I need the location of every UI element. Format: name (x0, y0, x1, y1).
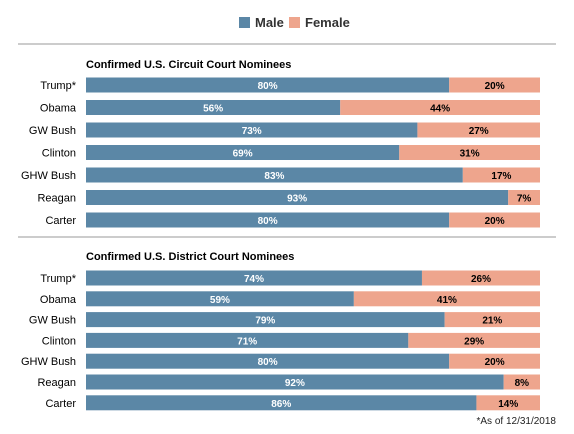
bar-male (86, 100, 341, 115)
legend-label-female: Female (305, 14, 350, 30)
legend: Male Female (0, 12, 574, 32)
bar-female (399, 145, 540, 160)
footnote: *As of 12/31/2018 (476, 416, 556, 427)
data-label-male: 71% (237, 336, 257, 347)
data-label-male: 73% (242, 126, 262, 137)
bar-female (503, 374, 540, 390)
bar-female (449, 353, 540, 369)
bar-male (86, 145, 400, 160)
category-label: GW Bush (29, 125, 76, 137)
data-label-male: 80% (258, 81, 278, 92)
bar-female (449, 212, 540, 228)
data-label-male: 69% (233, 149, 253, 160)
data-label-female: 31% (460, 149, 480, 160)
category-label: Obama (40, 103, 77, 115)
data-label-male: 74% (244, 274, 264, 285)
legend-item-female: Female (289, 12, 350, 32)
bar-male (86, 332, 409, 348)
category-label: GHW Bush (21, 170, 76, 182)
data-label-male: 80% (258, 357, 278, 368)
category-label: GHW Bush (21, 356, 76, 368)
data-label-female: 17% (491, 171, 511, 182)
data-label-female: 7% (517, 194, 532, 205)
data-label-male: 56% (203, 104, 223, 115)
legend-item-male: Male (239, 12, 284, 32)
data-label-female: 8% (515, 378, 530, 389)
category-label: Trump* (40, 80, 76, 92)
category-label: Clinton (42, 335, 76, 347)
bar-male (86, 77, 450, 93)
data-label-female: 20% (485, 216, 505, 227)
bar-female (449, 77, 540, 93)
bar-female (444, 312, 540, 328)
category-label: Carter (45, 215, 76, 227)
category-label: GW Bush (29, 315, 76, 327)
bar-male (86, 395, 477, 411)
data-label-male: 59% (210, 295, 230, 306)
category-label: Carter (45, 398, 76, 410)
data-label-female: 41% (437, 295, 457, 306)
bar-female (421, 270, 540, 286)
legend-label-male: Male (255, 14, 284, 30)
bar-male (86, 122, 418, 138)
panel-title: Confirmed U.S. Circuit Court Nominees (86, 59, 291, 71)
panel-title: Confirmed U.S. District Court Nominees (86, 251, 294, 263)
bar-male (86, 190, 509, 205)
bar-female (476, 395, 540, 411)
bar-female (353, 291, 540, 307)
data-label-female: 26% (471, 274, 491, 285)
bar-female (417, 122, 540, 138)
data-label-female: 20% (485, 357, 505, 368)
data-label-female: 20% (485, 81, 505, 92)
bar-female (462, 167, 540, 183)
category-label: Reagan (37, 377, 76, 389)
data-label-female: 21% (482, 316, 502, 327)
bar-male (86, 353, 450, 369)
data-label-female: 44% (430, 104, 450, 115)
bar-male (86, 212, 450, 228)
legend-swatch-male (239, 16, 250, 28)
data-label-male: 86% (271, 399, 291, 410)
data-label-male: 83% (264, 171, 284, 182)
category-label: Obama (40, 294, 77, 306)
data-label-female: 29% (464, 336, 484, 347)
data-label-male: 80% (258, 216, 278, 227)
data-label-male: 79% (255, 316, 275, 327)
category-label: Clinton (42, 148, 76, 160)
bar-male (86, 312, 445, 328)
bar-female (408, 332, 540, 348)
bar-female (340, 100, 540, 115)
bar-male (86, 291, 354, 307)
bar-male (86, 167, 463, 183)
data-label-female: 14% (498, 399, 518, 410)
data-label-male: 92% (285, 378, 305, 389)
data-label-male: 93% (287, 194, 307, 205)
bar-male (86, 374, 504, 390)
category-label: Reagan (37, 193, 76, 205)
bar-female (508, 190, 540, 205)
bar-male (86, 270, 422, 286)
legend-swatch-female (289, 16, 300, 28)
category-label: Trump* (40, 273, 76, 285)
data-label-female: 27% (469, 126, 489, 137)
